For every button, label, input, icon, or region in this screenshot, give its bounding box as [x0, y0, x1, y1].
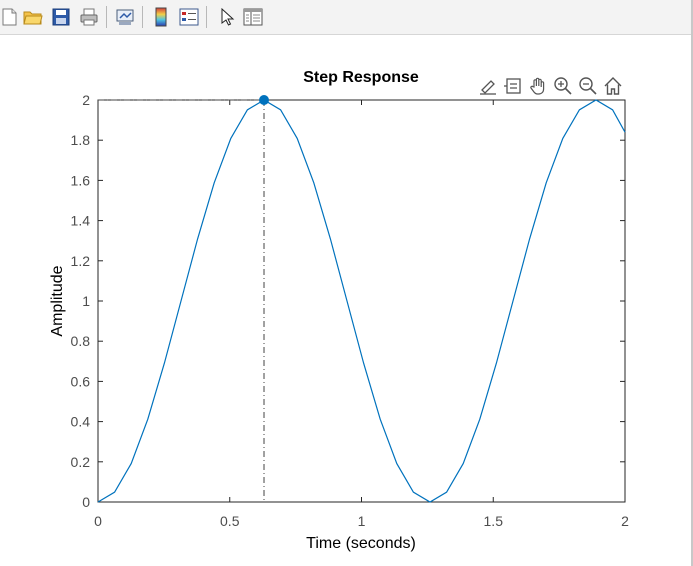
zoom-in-icon — [554, 77, 572, 95]
insert-legend-button[interactable] — [178, 6, 200, 28]
brush-icon — [480, 80, 496, 95]
toolbar-separator — [142, 6, 143, 28]
figure-canvas — [0, 35, 693, 566]
restore-view-button[interactable] — [602, 75, 624, 97]
toolbar-separator — [206, 6, 207, 28]
folder-icon — [23, 11, 43, 25]
edit-plot-button[interactable] — [216, 6, 238, 28]
pan-button[interactable] — [527, 75, 549, 97]
home-icon — [604, 77, 622, 95]
new-figure-button[interactable] — [0, 6, 22, 28]
zoom-out-icon — [579, 77, 597, 95]
toolbar-separator — [106, 6, 107, 28]
link-icon — [116, 9, 134, 25]
pan-hand-icon — [530, 77, 545, 95]
figure-toolbar — [0, 0, 693, 35]
brush-button[interactable] — [477, 75, 499, 97]
zoom-in-button[interactable] — [552, 75, 574, 97]
inspector-icon — [243, 8, 263, 26]
colorbar-icon — [155, 7, 167, 27]
floppy-disk-icon — [52, 8, 70, 26]
new-file-icon — [2, 8, 17, 26]
data-tips-button[interactable] — [502, 75, 524, 97]
print-button[interactable] — [78, 6, 100, 28]
window-border — [691, 0, 693, 566]
open-file-button[interactable] — [22, 6, 44, 28]
arrow-cursor-icon — [221, 8, 235, 26]
zoom-out-button[interactable] — [577, 75, 599, 97]
insert-colorbar-button[interactable] — [150, 6, 172, 28]
link-plot-button[interactable] — [114, 6, 136, 28]
data-tips-icon — [504, 78, 521, 94]
printer-icon — [80, 8, 98, 26]
legend-icon — [179, 8, 199, 26]
save-button[interactable] — [50, 6, 72, 28]
property-inspector-button[interactable] — [242, 6, 264, 28]
